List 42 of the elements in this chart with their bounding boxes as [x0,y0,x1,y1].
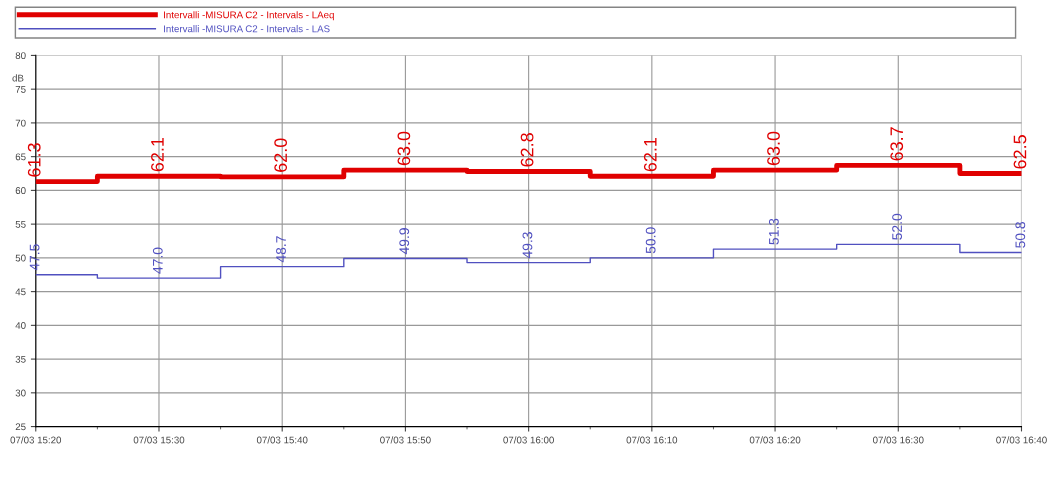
text: Intervalli -MISURA C2 - Intervals - LAS [164,25,330,33]
data-label: 61.3 [27,143,41,177]
data-label: 62.1 [151,137,164,172]
data-label: 50.0 [645,227,656,254]
data-label: 62.0 [274,138,288,172]
y-tick-label: 60 [15,187,26,195]
x-tick-label: 07/03 16:40 [996,436,1047,444]
data-label: 49.9 [399,228,410,255]
x-tick-label: 07/03 15:40 [256,436,308,444]
data-label: 62.5 [1013,135,1027,169]
x-tick-label: 07/03 16:30 [872,436,924,444]
y-tick-label: 65 [15,153,26,161]
y-axis-title: dB [12,74,24,82]
data-label: 47.5 [29,244,40,271]
y-tick-label: 40 [15,322,26,329]
y-tick-label: 45 [15,288,26,296]
y-tick-label: 50 [15,254,26,262]
x-tick-label: 07/03 16:00 [503,436,554,444]
data-label: 48.7 [276,236,286,263]
y-tick-label: 30 [15,389,26,397]
data-label: 63.0 [767,131,780,166]
x-tick-label: 07/03 16:20 [749,436,801,444]
y-tick-label: 35 [15,355,26,363]
data-label: 50.8 [1015,222,1026,248]
data-label: 47.0 [152,247,163,274]
data-label: 63.7 [890,127,904,161]
y-tick-label: 75 [15,86,26,93]
y-tick-label: 70 [15,119,26,127]
data-label: 63.0 [397,131,411,166]
y-tick-label: 25 [15,423,26,431]
data-label: 62.8 [520,133,534,167]
text: Intervalli -MISURA C2 - Intervals - LAeq [164,11,334,21]
data-label: 49.3 [522,232,533,259]
x-tick-label: 07/03 15:30 [133,436,185,444]
y-tick-label: 80 [15,52,26,60]
y-tick-label: 55 [15,220,26,228]
data-label: 51.3 [768,218,779,245]
x-tick-label: 07/03 16:10 [626,436,678,444]
x-tick-label: 07/03 15:50 [380,436,431,444]
data-label: 52.0 [892,213,902,240]
x-tick-label: 07/03 15:20 [10,436,62,444]
data-label: 62.1 [643,137,657,172]
